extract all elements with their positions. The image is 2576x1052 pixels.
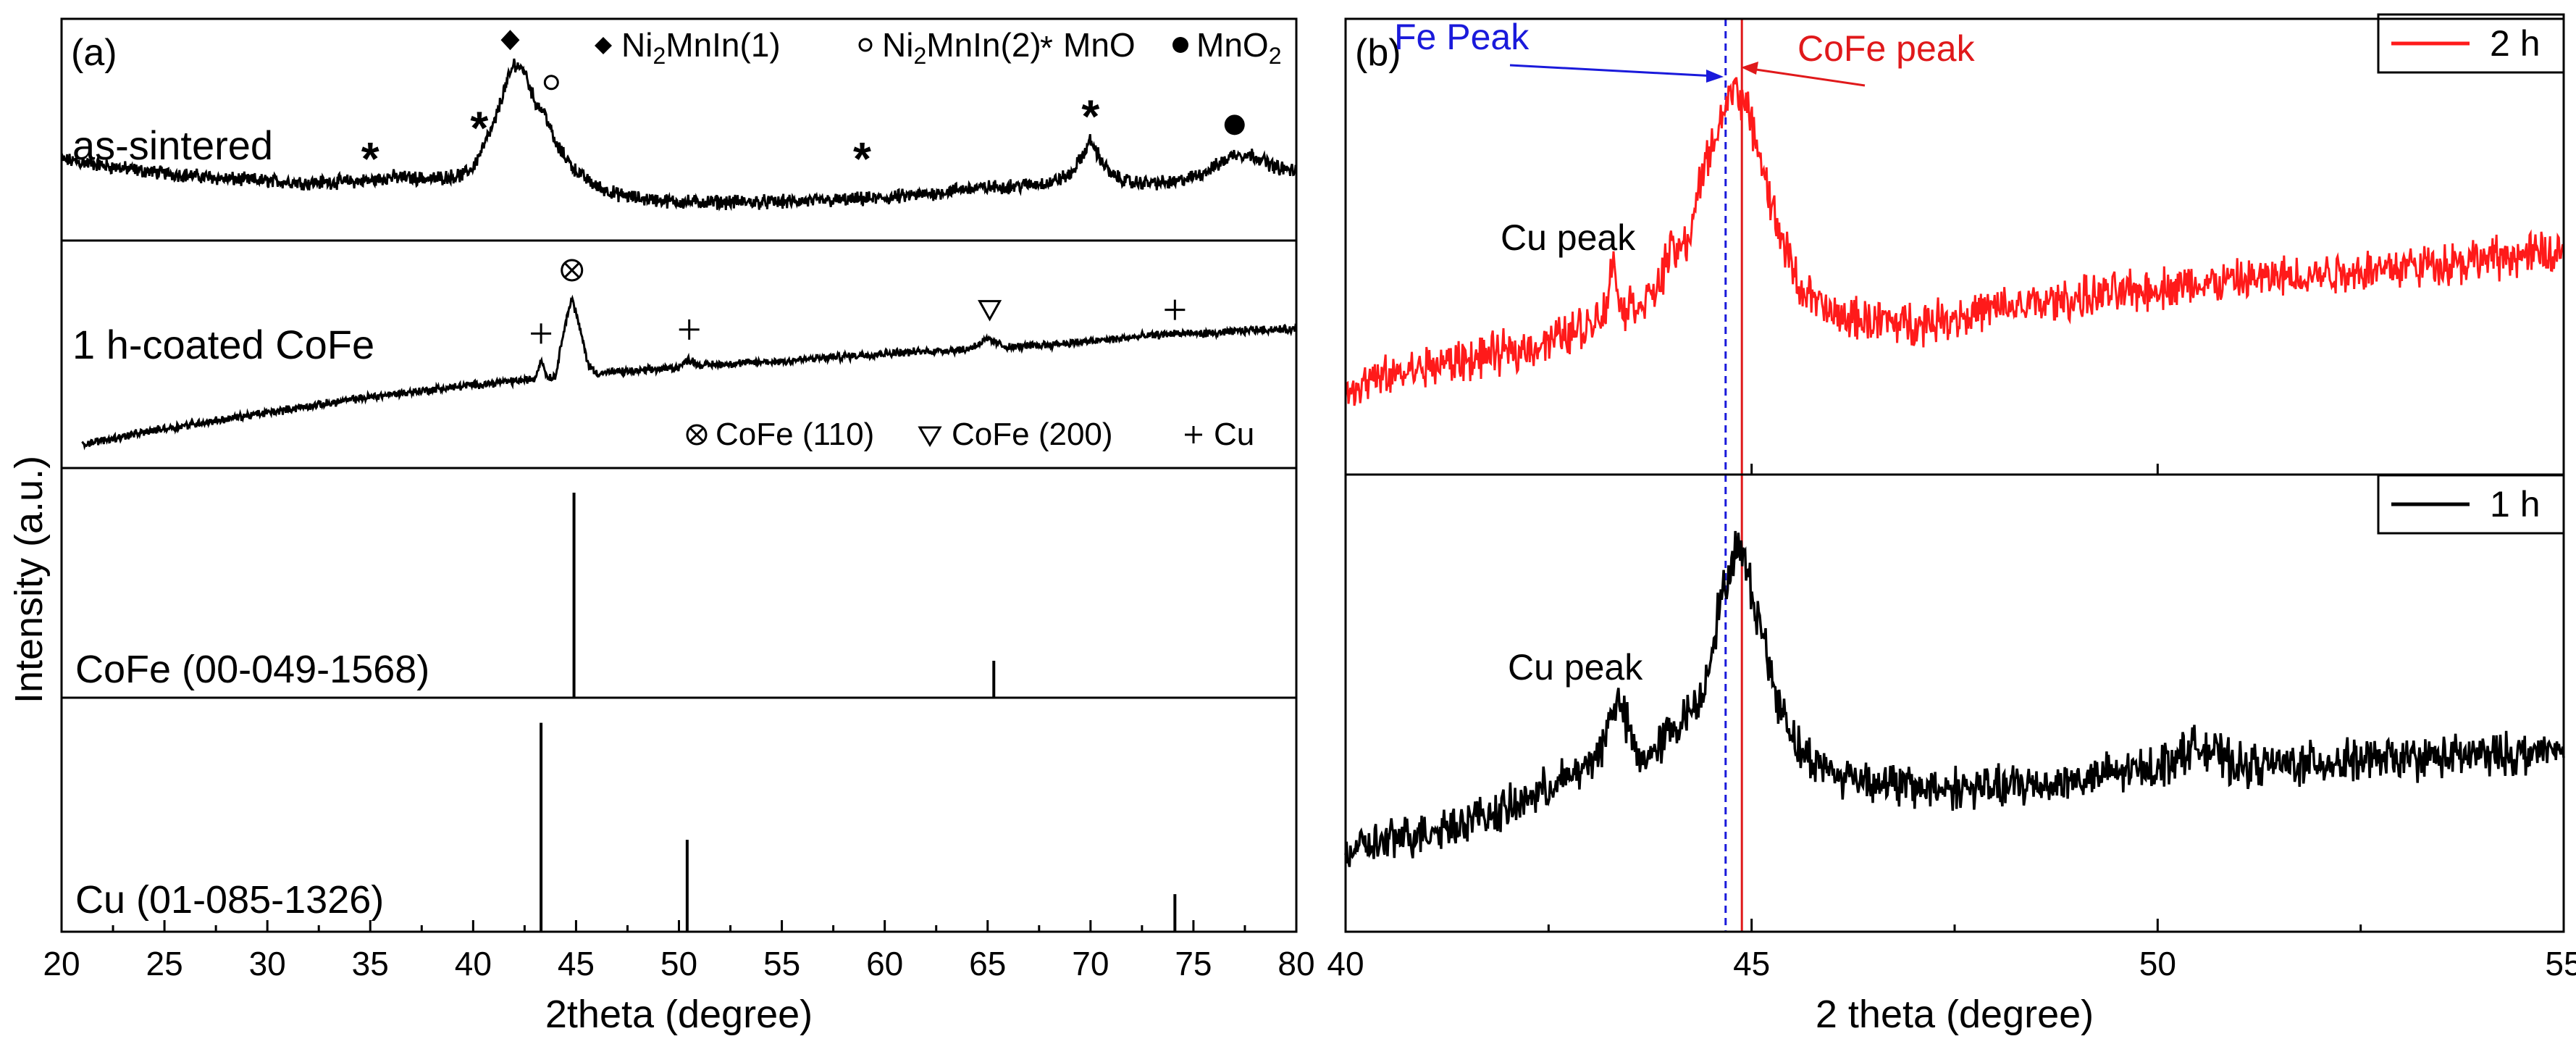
cu-reference-label: Cu (01-085-1326)	[75, 878, 384, 922]
panel-b-label: (b)	[1355, 32, 1401, 74]
pattern-1h	[1344, 530, 2565, 867]
fe-peak-arrow	[1509, 64, 1724, 83]
circle-filled-marker-icon	[1224, 114, 1245, 135]
x-tick-label: 55	[2545, 945, 2576, 982]
x-tick-label: 50	[660, 945, 697, 982]
circle-open-marker-icon	[543, 75, 559, 91]
panel-b: (b) Fe Peak CoFe peak Cu peak Cu peak 2 …	[1327, 13, 2576, 1036]
x-tick-label: 35	[352, 945, 389, 982]
legend-cu: Cu	[1214, 417, 1254, 452]
subplot-as-sintered: as-sintered * * * * Ni2MnIn(1) Ni2MnIn(2) *…	[60, 26, 1298, 212]
legend-cofe-200: CoFe (200)	[952, 417, 1113, 452]
subplot-1h-coated-cofe: 1 h-coated CoFe CoFe (110) CoFe (200) Cu	[72, 259, 1297, 452]
cu-peak-label-2h: Cu peak	[1501, 217, 1636, 258]
subplot-cofe-reference: CoFe (00-049-1568)	[75, 492, 996, 698]
legend-ni2mnin1: Ni2MnIn(1)	[621, 26, 781, 69]
svg-text:*: *	[361, 133, 379, 185]
asterisk-marker-icon: *	[1081, 90, 1099, 142]
cu-peak-label-1h: Cu peak	[1508, 647, 1643, 688]
panel-a-ylabel: Intensity (a.u.)	[7, 456, 51, 704]
coated-cofe-legend: CoFe (110) CoFe (200) Cu	[686, 417, 1254, 452]
legend-mno2: MnO2	[1196, 26, 1281, 69]
pattern-2h	[1344, 77, 2565, 406]
cofe-reference-label: CoFe (00-049-1568)	[75, 648, 429, 691]
legend-cofe-110: CoFe (110)	[716, 417, 874, 452]
subplot-cu-reference: Cu (01-085-1326)	[75, 722, 1177, 932]
x-tick-label: 65	[969, 945, 1006, 982]
x-tick-label: 20	[43, 945, 80, 982]
asterisk-marker-icon: *	[853, 133, 871, 185]
x-tick-label: 45	[1733, 945, 1770, 982]
otimes-marker-icon	[561, 259, 584, 282]
legend-nabla-icon	[918, 426, 942, 447]
x-tick-label: 40	[1327, 945, 1364, 982]
svg-text:*: *	[470, 101, 488, 154]
legend-mno: MnO	[1063, 26, 1136, 64]
coated-cofe-pattern	[81, 294, 1297, 451]
x-tick-label: 50	[2139, 945, 2176, 982]
coated-cofe-peak-markers	[531, 259, 1186, 344]
asterisk-marker-icon: *	[470, 101, 488, 154]
panel-a-xlabel: 2theta (degree)	[545, 993, 813, 1036]
legend-1h: 1 h	[2377, 474, 2565, 535]
x-tick-label: 25	[146, 945, 182, 982]
x-tick-label: 75	[1175, 945, 1212, 982]
panel-a-label: (a)	[71, 32, 117, 74]
cofe-peak-arrow	[1741, 62, 1866, 87]
fe-peak-label: Fe Peak	[1394, 17, 1530, 57]
legend-filled-circle-icon	[1172, 37, 1188, 53]
svg-text:*: *	[853, 133, 871, 185]
x-tick-label: 30	[249, 945, 286, 982]
legend-2h: 2 h	[2377, 13, 2565, 74]
as-sintered-legend: Ni2MnIn(1) Ni2MnIn(2) * MnO MnO2	[595, 26, 1281, 69]
legend-1h-label: 1 h	[2490, 484, 2541, 525]
panel-b-xlabel: 2 theta (degree)	[1816, 993, 2094, 1036]
as-sintered-pattern	[60, 58, 1298, 212]
legend-asterisk-icon: *	[1040, 29, 1053, 67]
x-tick-label: 55	[763, 945, 800, 982]
plus-marker-icon	[531, 323, 552, 344]
nabla-marker-icon	[978, 300, 1002, 322]
asterisk-marker-icon: *	[361, 133, 379, 185]
x-tick-label: 45	[558, 945, 595, 982]
as-sintered-peak-markers: * * * *	[361, 30, 1245, 185]
as-sintered-label: as-sintered	[72, 122, 273, 168]
legend-2h-label: 2 h	[2490, 23, 2541, 64]
coated-cofe-label: 1 h-coated CoFe	[72, 322, 374, 367]
cofe-reference-sticks	[572, 492, 996, 698]
legend-otimes-icon	[686, 424, 708, 446]
panel-b-x-axis: 40 45 50 55	[1327, 464, 2576, 982]
x-tick-label: 80	[1277, 945, 1314, 982]
panel-a: (a) Intensity (a.u.) as-sintered * * * * Ni…	[7, 17, 1315, 1036]
plus-marker-icon	[1165, 299, 1186, 320]
x-tick-label: 70	[1072, 945, 1109, 982]
panel-a-x-axis: 20 25 30 35 40 45 50 55 60 65 70 75 80	[43, 920, 1315, 982]
x-tick-label: 40	[455, 945, 492, 982]
legend-diamond-icon	[595, 37, 612, 54]
plus-marker-icon	[679, 319, 700, 340]
x-tick-label: 60	[866, 945, 903, 982]
cofe-peak-label: CoFe peak	[1797, 28, 1976, 69]
legend-ni2mnin2: Ni2MnIn(2)	[882, 26, 1041, 69]
legend-plus-icon	[1185, 426, 1202, 443]
legend-open-circle-icon	[858, 38, 873, 52]
diamond-marker-icon	[500, 30, 520, 51]
svg-text:*: *	[1081, 90, 1099, 142]
cu-reference-sticks	[540, 722, 1177, 932]
